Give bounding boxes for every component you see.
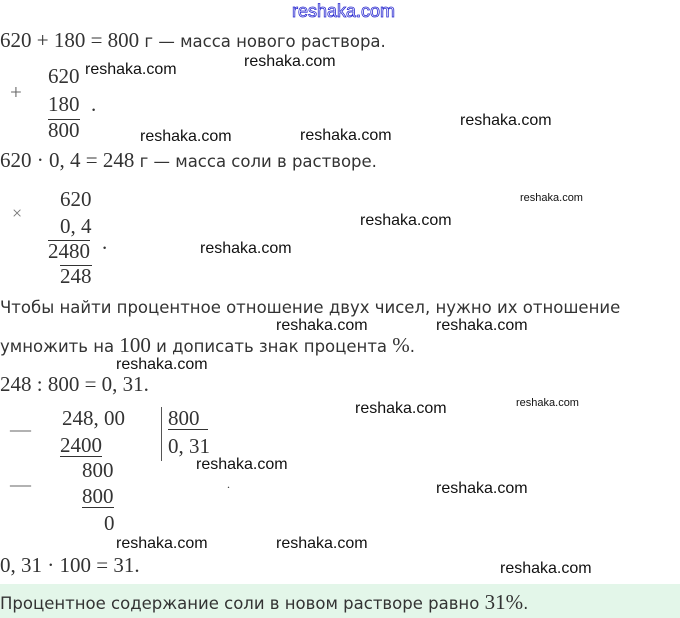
addend-1: 620 [48, 64, 80, 88]
partial-product: 2480 [48, 239, 90, 263]
text: Процентное содержание соли в новом раств… [0, 594, 485, 613]
watermark: reshaka.com [516, 397, 579, 409]
addend-2: 180 [48, 92, 80, 116]
factor-1: 620 [60, 187, 92, 211]
subtrahend-2: 800 [82, 484, 114, 508]
plus-sign: + [10, 80, 22, 104]
text: . [409, 337, 416, 356]
paragraph-line-1: Чтобы найти процентное отношение двух чи… [0, 298, 621, 317]
number: 100 [119, 333, 151, 357]
watermark: reshaka.com [360, 212, 452, 229]
times-sign: × [12, 203, 23, 223]
watermark: reshaka.com [140, 128, 232, 145]
line-mass-new-solution: 620 + 180 = 800 г — масса нового раствор… [0, 30, 386, 51]
dot: . [91, 92, 97, 116]
explanation: г — масса нового раствора. [139, 32, 386, 51]
watermark: reshaka.com [436, 480, 528, 497]
explanation: г — масса соли в растворе. [134, 152, 377, 171]
subtrahend-1: 2400 [60, 433, 102, 457]
watermark: reshaka.com [244, 53, 336, 70]
watermark: reshaka.com [196, 456, 288, 473]
dot: . [227, 477, 230, 491]
value: 31% [484, 590, 524, 614]
watermark: reshaka.com [116, 356, 208, 373]
minus-sign: — [10, 417, 31, 441]
text: . [523, 594, 529, 613]
answer-text: Процентное содержание соли в новом раств… [0, 592, 528, 613]
text: и дописать знак процента [150, 337, 393, 356]
percent: % [392, 333, 410, 357]
line-salt-mass: 620 · 0, 4 = 248 г — масса соли в раство… [0, 150, 377, 171]
text: умножить на [0, 337, 120, 356]
quotient: 0, 31 [168, 434, 210, 458]
watermark: reshaka.com [200, 240, 292, 257]
product: 248 [60, 264, 92, 288]
line-division: 248 : 800 = 0, 31. [0, 372, 149, 396]
remainder-1: 800 [82, 458, 114, 482]
sum: 800 [48, 118, 80, 142]
watermark: reshaka.com [276, 535, 368, 552]
watermark-top: reshaka.com [292, 1, 396, 21]
paragraph-line-2: умножить на 100 и дописать знак процента… [0, 335, 415, 356]
watermark: reshaka.com [116, 535, 208, 552]
dot: . [102, 230, 108, 254]
remainder-2: 0 [104, 511, 115, 535]
watermark: reshaka.com [276, 317, 368, 334]
watermark: reshaka.com [436, 317, 528, 334]
answer-box: Процентное содержание соли в новом раств… [0, 584, 680, 618]
line-percent: 0, 31 · 100 = 31. [0, 553, 140, 577]
watermark: reshaka.com [460, 112, 552, 129]
watermark: reshaka.com [500, 560, 592, 577]
dividend: 248, 00 [62, 406, 125, 430]
equation: 620 · 0, 4 = 248 [0, 148, 135, 172]
minus-sign: — [10, 472, 31, 496]
factor-2: 0, 4 [60, 214, 92, 238]
division-bar [161, 407, 162, 461]
divisor: 800 [168, 408, 208, 430]
equation: 620 + 180 = 800 [0, 28, 140, 52]
watermark: reshaka.com [300, 127, 392, 144]
watermark: reshaka.com [520, 192, 583, 204]
watermark: reshaka.com [355, 400, 447, 417]
watermark: reshaka.com [85, 61, 177, 78]
